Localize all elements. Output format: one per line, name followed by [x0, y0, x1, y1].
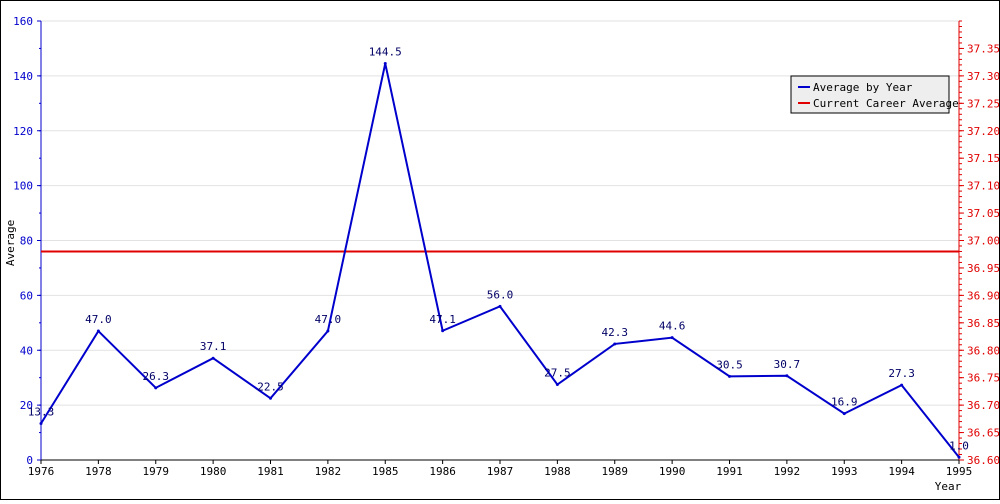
- data-point: [555, 383, 559, 387]
- data-label: 44.6: [659, 320, 686, 333]
- x-tick-label: 1979: [143, 465, 170, 478]
- x-axis-label: Year: [935, 480, 962, 493]
- data-point: [441, 329, 445, 333]
- data-point: [96, 329, 100, 333]
- data-label: 42.3: [602, 326, 629, 339]
- data-label: 26.3: [143, 370, 170, 383]
- data-label: 47.0: [315, 313, 342, 326]
- right-tick-label: 37.15: [967, 152, 999, 165]
- x-tick-label: 1981: [257, 465, 284, 478]
- x-tick-label: 1987: [487, 465, 514, 478]
- x-tick-label: 1991: [716, 465, 743, 478]
- data-label: 144.5: [369, 46, 402, 59]
- legend-box: [790, 75, 950, 114]
- data-point: [211, 356, 215, 360]
- y-axis-label: Average: [4, 220, 17, 266]
- data-label: 37.1: [200, 340, 227, 353]
- right-tick-label: 36.85: [967, 317, 999, 330]
- right-tick-label: 37.05: [967, 207, 999, 220]
- x-axis-ticks: 1976 1978 1979 1980 1981 1982 1985 1986 1987 1988…: [28, 460, 973, 478]
- x-tick-label: 1986: [429, 465, 456, 478]
- data-label: 47.0: [85, 313, 112, 326]
- data-label: 30.5: [716, 358, 743, 371]
- data-point: [39, 422, 43, 426]
- data-label: 13.3: [28, 406, 55, 419]
- right-tick-label: 37.00: [967, 235, 999, 248]
- x-tick-label: 1993: [831, 465, 858, 478]
- right-axis-ticks: 36.60 36.65 36.70 36.75 36.80 36.85 36.90 36.95…: [959, 20, 1000, 467]
- left-tick-label: 140: [13, 70, 33, 83]
- legend-label-career: Current Career Average: [813, 97, 959, 110]
- x-tick-label: 1988: [544, 465, 571, 478]
- left-tick-label: 100: [13, 180, 33, 193]
- data-label: 30.7: [774, 358, 801, 371]
- right-tick-label: 36.90: [967, 289, 999, 302]
- data-point: [613, 342, 617, 346]
- right-tick-label: 36.65: [967, 427, 999, 440]
- data-label: 16.9: [831, 396, 858, 409]
- data-point: [785, 374, 789, 378]
- data-point: [154, 386, 158, 390]
- right-tick-label: 36.70: [967, 399, 999, 412]
- right-tick-label: 37.25: [967, 97, 999, 110]
- data-point: [957, 455, 961, 459]
- data-point: [728, 374, 731, 378]
- data-point: [326, 329, 330, 333]
- left-tick-label: 120: [13, 125, 33, 138]
- data-labels: 13.3 47.0 26.3 37.1 22.5 47.0 144.5 47.1 56.0 27.…: [28, 46, 969, 453]
- right-tick-label: 37.35: [967, 42, 999, 55]
- legend: Average by Year Current Career Average: [790, 75, 959, 114]
- left-axis-ticks: 0 20 40 60 80 100 120 140 160: [13, 15, 41, 467]
- series-lines: [39, 62, 961, 459]
- x-tick-label: 1995: [946, 465, 973, 478]
- average-by-year-line: [40, 63, 960, 458]
- x-tick-label: 1992: [774, 465, 801, 478]
- gridlines: [41, 20, 959, 406]
- right-tick-label: 36.60: [967, 454, 999, 467]
- right-tick-label: 37.30: [967, 70, 999, 83]
- data-point: [842, 412, 846, 416]
- left-tick-label: 80: [20, 235, 33, 248]
- left-tick-label: 40: [20, 344, 33, 357]
- right-tick-label: 36.75: [967, 372, 999, 385]
- data-point: [670, 336, 674, 340]
- left-tick-label: 60: [20, 289, 33, 302]
- x-tick-label: 1980: [200, 465, 227, 478]
- data-label: 1.0: [949, 439, 969, 452]
- right-tick-label: 36.95: [967, 262, 999, 275]
- data-label: 56.0: [487, 288, 514, 301]
- x-tick-label: 1994: [888, 465, 915, 478]
- data-point: [269, 396, 272, 400]
- x-tick-label: 1976: [28, 465, 55, 478]
- right-tick-label: 36.80: [967, 344, 999, 357]
- data-point: [900, 383, 904, 387]
- right-tick-label: 37.20: [967, 125, 999, 138]
- right-tick-label: 37.10: [967, 180, 999, 193]
- left-tick-label: 0: [26, 454, 33, 467]
- data-label: 27.3: [888, 367, 915, 380]
- x-tick-label: 1990: [659, 465, 686, 478]
- left-tick-label: 160: [13, 15, 33, 28]
- data-point: [383, 62, 387, 66]
- data-label: 27.5: [544, 367, 571, 380]
- legend-label-average: Average by Year: [813, 81, 913, 94]
- data-label: 22.5: [257, 380, 284, 393]
- x-tick-label: 1985: [372, 465, 399, 478]
- x-tick-label: 1982: [315, 465, 342, 478]
- x-tick-label: 1989: [602, 465, 629, 478]
- x-tick-label: 1978: [85, 465, 112, 478]
- left-tick-label: 20: [20, 399, 33, 412]
- data-point: [498, 304, 502, 308]
- data-label: 47.1: [429, 313, 456, 326]
